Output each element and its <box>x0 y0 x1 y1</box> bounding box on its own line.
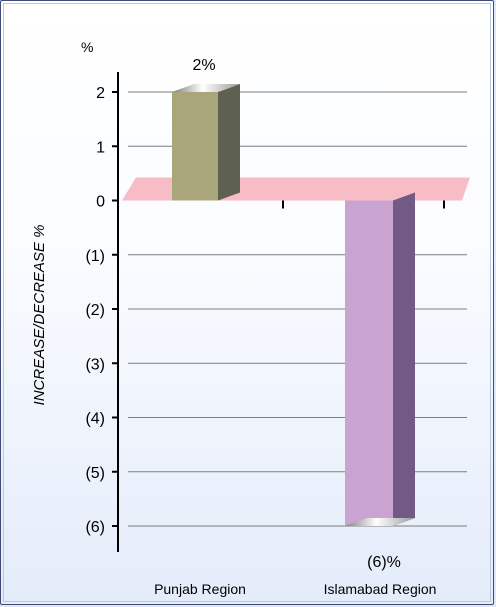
y-tick-label-3: (1) <box>85 248 105 265</box>
category-label-1: Islamabad Region <box>324 581 437 597</box>
category-label-0: Punjab Region <box>154 581 246 597</box>
y-tick-label-1: 1 <box>96 139 105 156</box>
y-tick-label-5: (3) <box>85 356 105 373</box>
bar-1-side <box>393 192 415 526</box>
bars <box>172 84 415 526</box>
y-tick-label-2: 0 <box>96 194 105 211</box>
y-tick-label-6: (4) <box>85 411 105 428</box>
y-axis: 2 1 0 (1) (2) (3) (4) (5) (6) <box>85 72 119 552</box>
data-label-1: (6)% <box>367 554 401 571</box>
y-axis-title: INCREASE/DECREASE % <box>31 225 48 406</box>
bar-0-front <box>172 92 218 201</box>
y-tick-label-8: (6) <box>85 519 105 536</box>
bar-1-cap <box>345 518 415 526</box>
y-unit-label: % <box>81 39 93 55</box>
data-label-0: 2% <box>192 57 215 74</box>
y-tick-label-7: (5) <box>85 465 105 482</box>
bar-1 <box>345 192 415 526</box>
bar-1-front <box>345 200 393 526</box>
labels: % INCREASE/DECREASE % 2% Punjab Region (6)… <box>31 39 436 597</box>
bar-0 <box>172 84 240 201</box>
bar-0-cap <box>172 84 240 92</box>
y-tick-label-4: (2) <box>85 302 105 319</box>
y-tick-label-0: 2 <box>96 85 105 102</box>
chart-frame-inner <box>3 3 491 602</box>
bar-0-side <box>218 84 240 201</box>
